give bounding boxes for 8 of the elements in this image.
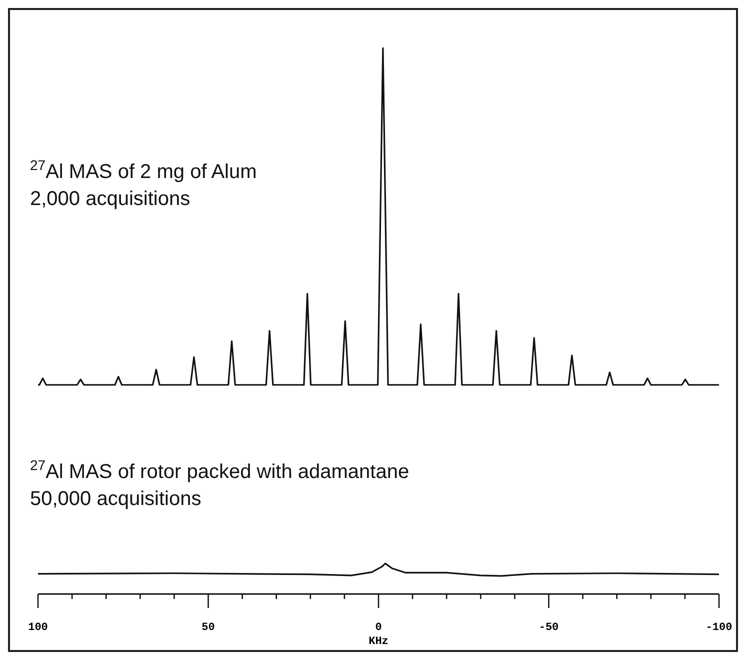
x-tick-label: 0 xyxy=(375,622,382,634)
annotation: $^{27}$Al MAS of rotor packed with adamantane 50,000 acquisitions xyxy=(30,457,410,510)
x-axis-title: KHz xyxy=(368,636,388,648)
x-tick-label: -100 xyxy=(706,622,732,634)
x-tick-label: -50 xyxy=(538,622,559,634)
x-tick-label: 50 xyxy=(202,622,215,634)
x-tick-label: 100 xyxy=(28,622,48,634)
annotation: $^{27}$Al MAS of 2 mg of Alum 2,000 acquisitions xyxy=(30,157,257,210)
